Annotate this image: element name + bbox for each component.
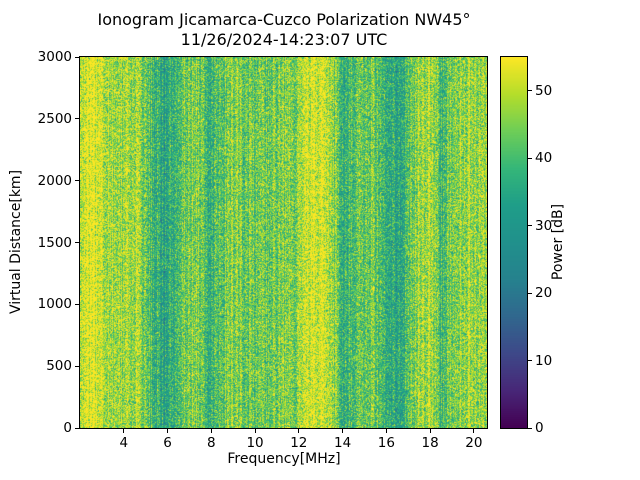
colorbar-tick-mark xyxy=(528,360,532,362)
x-tick-label: 16 xyxy=(377,435,395,451)
colorbar-tick-label: 30 xyxy=(535,217,553,234)
x-tick-mark xyxy=(210,429,212,433)
y-axis-label: Virtual Distance[km] xyxy=(8,169,24,315)
y-tick-label: 1000 xyxy=(37,296,72,313)
y-tick-mark xyxy=(75,118,79,120)
x-tick-label: 14 xyxy=(333,435,352,451)
colorbar-tick-mark xyxy=(528,292,532,294)
x-tick-label: 10 xyxy=(246,435,264,451)
x-tick-mark xyxy=(473,429,475,433)
x-tick-mark xyxy=(385,429,387,433)
y-tick-mark xyxy=(75,180,79,182)
chart-subtitle: 11/26/2024-14:23:07 UTC xyxy=(180,30,388,49)
x-tick-mark xyxy=(342,429,344,433)
colorbar-tick-label: 40 xyxy=(535,150,553,167)
x-axis-label: Frequency[MHz] xyxy=(227,451,341,467)
y-tick-mark xyxy=(75,303,79,305)
y-tick-label: 2000 xyxy=(37,172,72,189)
ionogram-heatmap-canvas xyxy=(79,56,488,429)
x-tick-label: 4 xyxy=(119,435,129,451)
x-tick-mark xyxy=(254,429,256,433)
x-tick-label: 18 xyxy=(421,435,439,451)
chart-title: Ionogram Jicamarca-Cuzco Polarization NW… xyxy=(97,10,471,29)
y-tick-label: 3000 xyxy=(37,49,72,65)
colorbar-label: Power [dB] xyxy=(550,203,566,281)
y-tick-label: 500 xyxy=(46,358,72,375)
colorbar-tick-label: 50 xyxy=(535,82,553,99)
x-tick-mark xyxy=(298,429,300,433)
colorbar-canvas xyxy=(500,56,528,429)
y-tick-label: 1500 xyxy=(37,234,72,251)
y-tick-mark xyxy=(75,242,79,243)
y-tick-mark xyxy=(75,427,79,429)
y-tick-mark xyxy=(75,56,79,58)
y-tick-label: 2500 xyxy=(37,110,72,127)
x-tick-label: 6 xyxy=(163,435,172,451)
colorbar-tick-mark xyxy=(528,225,532,227)
colorbar-tick-label: 10 xyxy=(535,352,553,369)
y-tick-mark xyxy=(75,365,79,367)
colorbar-tick-label: 20 xyxy=(535,285,553,302)
colorbar-tick-label: 0 xyxy=(535,420,544,436)
colorbar-tick-mark xyxy=(528,157,532,159)
x-tick-label: 12 xyxy=(290,435,308,451)
colorbar-tick-mark xyxy=(528,427,532,429)
x-tick-mark xyxy=(167,429,169,433)
x-tick-label: 20 xyxy=(465,435,483,451)
x-tick-mark xyxy=(123,429,125,433)
y-tick-label: 0 xyxy=(63,420,72,436)
x-tick-label: 8 xyxy=(206,435,216,451)
x-tick-mark xyxy=(429,429,431,433)
colorbar-tick-mark xyxy=(528,90,532,92)
